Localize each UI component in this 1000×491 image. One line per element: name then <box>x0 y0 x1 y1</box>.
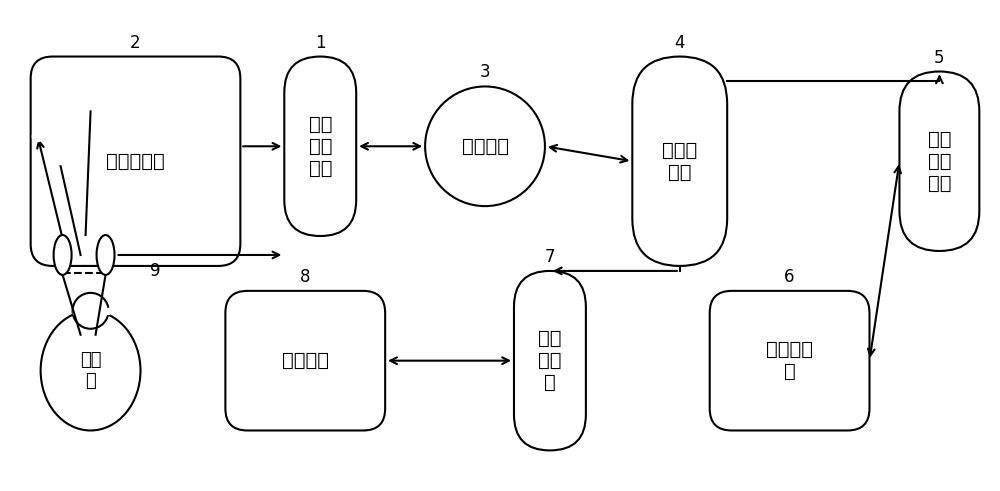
FancyBboxPatch shape <box>225 291 385 431</box>
FancyBboxPatch shape <box>514 271 586 450</box>
Text: 4: 4 <box>674 33 685 52</box>
Text: 2: 2 <box>130 33 141 52</box>
Text: 学习
者: 学习 者 <box>80 351 101 390</box>
Text: 学习
者计
算机: 学习 者计 算机 <box>309 115 332 178</box>
FancyBboxPatch shape <box>31 56 240 266</box>
Text: 学习者屏幕: 学习者屏幕 <box>106 152 165 171</box>
FancyBboxPatch shape <box>284 56 356 236</box>
Circle shape <box>73 293 109 329</box>
FancyBboxPatch shape <box>632 56 727 266</box>
Text: 监控
者计
算机: 监控 者计 算机 <box>928 130 951 193</box>
Text: 9: 9 <box>150 262 161 280</box>
Ellipse shape <box>41 311 140 431</box>
Text: 通讯网络: 通讯网络 <box>462 137 509 156</box>
Circle shape <box>33 131 43 141</box>
Text: 教师
计算
机: 教师 计算 机 <box>538 329 562 392</box>
Ellipse shape <box>54 235 72 275</box>
Text: 5: 5 <box>934 49 945 66</box>
Text: 教师屏幕: 教师屏幕 <box>282 351 329 370</box>
FancyBboxPatch shape <box>710 291 869 431</box>
Bar <box>73 308 109 314</box>
Text: 监控者屏
幕: 监控者屏 幕 <box>766 340 813 381</box>
Text: 1: 1 <box>315 33 326 52</box>
Text: 3: 3 <box>480 63 490 82</box>
FancyBboxPatch shape <box>899 72 979 251</box>
Text: 7: 7 <box>545 248 555 266</box>
Circle shape <box>425 86 545 206</box>
Text: 8: 8 <box>300 268 311 286</box>
Ellipse shape <box>97 235 115 275</box>
Text: 6: 6 <box>784 268 795 286</box>
Text: 数据服
务器: 数据服 务器 <box>662 141 697 182</box>
